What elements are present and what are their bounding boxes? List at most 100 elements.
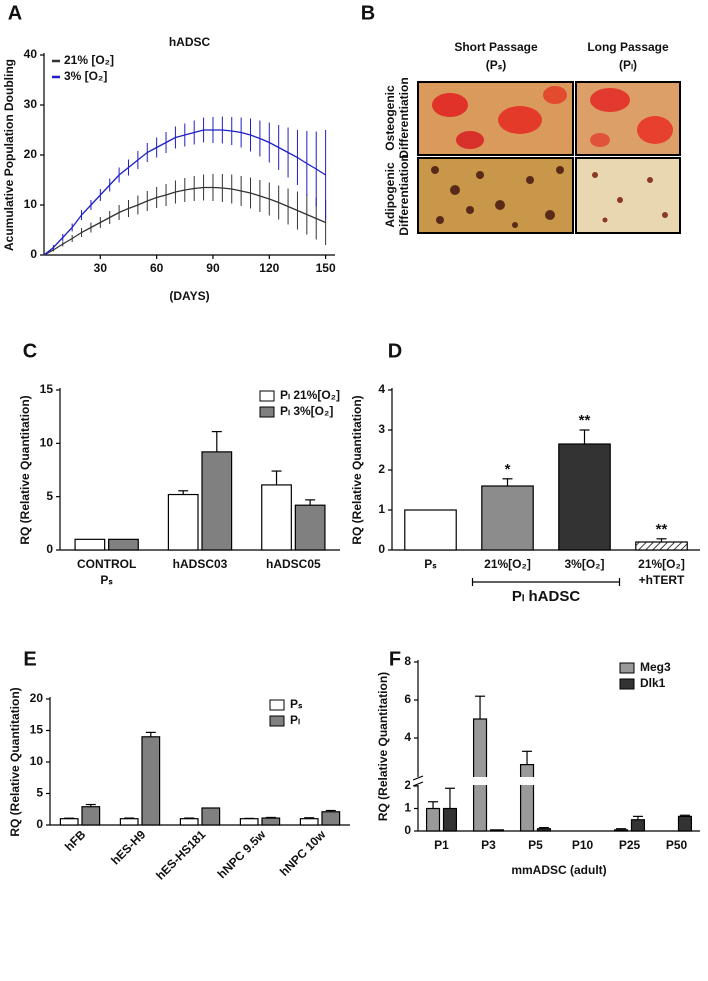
column-label: Long Passage — [587, 40, 669, 54]
y-tick-label: 4 — [378, 382, 385, 396]
bar — [141, 736, 161, 826]
significance-label: ** — [579, 412, 591, 429]
bar — [294, 504, 326, 551]
legend-label: 3% [O₂] — [64, 69, 107, 83]
y-tick-label: 30 — [24, 97, 38, 111]
legend-label: Pₗ — [290, 713, 300, 727]
y-axis-title: Acumulative Population Doubling — [2, 59, 16, 251]
x-tick-label: 120 — [259, 261, 279, 275]
significance-label: * — [505, 461, 511, 478]
bar — [635, 541, 688, 551]
legend-label: Dlk1 — [640, 676, 666, 690]
x-tick-label: hADSC03 — [173, 557, 228, 571]
y-tick-label: 15 — [40, 382, 54, 396]
bar — [536, 828, 552, 832]
group-label: Pₗ hADSC — [512, 588, 580, 605]
y-tick-label: 10 — [40, 436, 54, 450]
x-tick-note: Pₛ — [100, 573, 113, 587]
column-label: (Pₛ) — [486, 58, 506, 72]
x-tick-label: P5 — [528, 838, 543, 852]
x-tick-label: 21%[O₂] — [484, 557, 531, 571]
row-label: Adipogenic — [383, 162, 397, 228]
y-tick-label: 0 — [36, 817, 43, 831]
y-tick-label: 20 — [24, 147, 38, 161]
x-tick-label: 3%[O₂] — [564, 557, 604, 571]
axis-break-mark — [412, 775, 424, 781]
y-axis-title: RQ (Relative Quantitation) — [8, 687, 22, 836]
bar — [630, 819, 646, 832]
x-tick-label: hFB — [62, 827, 89, 854]
x-tick-label: hES-H9 — [108, 827, 148, 867]
y-tick-label: 6 — [404, 692, 411, 706]
legend-label: Pₗ 21%[O₂] — [280, 388, 340, 402]
bar — [167, 493, 199, 551]
x-tick-label: 30 — [94, 261, 108, 275]
panel-label: A — [8, 2, 22, 24]
bar — [201, 451, 233, 551]
legend-swatch — [269, 715, 285, 727]
x-tick-label: 21%[O₂] — [638, 557, 685, 571]
panel-label: C — [23, 340, 37, 362]
bar — [677, 815, 693, 832]
bar — [239, 818, 259, 826]
y-axis-title: RQ (Relative Quantitation) — [376, 672, 390, 821]
y-tick-label: 10 — [30, 754, 44, 768]
y-tick-label: 0 — [404, 823, 411, 837]
bar — [321, 811, 341, 826]
legend-swatch — [619, 678, 635, 690]
column-label: (Pₗ) — [619, 58, 637, 72]
x-tick-label: P1 — [434, 838, 449, 852]
y-tick-label: 1 — [404, 801, 411, 815]
y-tick-label: 8 — [404, 654, 411, 668]
bar — [519, 763, 535, 832]
y-tick-label: 3 — [378, 422, 385, 436]
x-axis-title: mmADSC (adult) — [511, 863, 606, 877]
row-label: Osteogenic — [383, 85, 397, 151]
bar — [489, 829, 505, 832]
chart-title: hADSC — [169, 35, 211, 49]
legend-label: 21% [O₂] — [64, 53, 114, 67]
bar — [59, 818, 79, 826]
x-tick-label: 90 — [206, 261, 220, 275]
bar — [404, 509, 457, 551]
panel-label: B — [361, 2, 375, 24]
bar — [442, 807, 458, 832]
panel-label: D — [388, 340, 402, 362]
y-tick-label: 0 — [46, 542, 53, 556]
x-tick-label: P50 — [666, 838, 688, 852]
y-tick-label: 0 — [30, 247, 37, 261]
panel-label: F — [389, 648, 401, 670]
x-tick-label: P3 — [481, 838, 496, 852]
legend-label: Meg3 — [640, 660, 671, 674]
x-tick-label: hES-HS181 — [153, 827, 208, 882]
y-tick-label: 5 — [46, 489, 53, 503]
x-tick-label: CONTROL — [77, 557, 136, 571]
x-tick-note: +hTERT — [639, 573, 685, 587]
bar — [119, 818, 139, 826]
bar — [425, 807, 441, 832]
x-tick-label: hNPC 9.5w — [215, 827, 269, 881]
x-tick-label: hNPC 10w — [277, 827, 329, 879]
y-tick-label: 2 — [378, 462, 385, 476]
panel-label: E — [23, 648, 36, 670]
column-label: Short Passage — [454, 40, 538, 54]
bar — [558, 443, 611, 551]
bar — [481, 485, 534, 551]
x-tick-label: hADSC05 — [266, 557, 321, 571]
y-tick-label: 10 — [24, 197, 38, 211]
bar — [613, 829, 629, 832]
micrographs — [417, 81, 681, 234]
bar — [299, 818, 319, 826]
x-tick-label: 150 — [316, 261, 336, 275]
x-axis-title: (DAYS) — [169, 289, 209, 303]
x-tick-label: Pₛ — [424, 557, 437, 571]
y-tick-label: 2 — [404, 778, 411, 792]
y-tick-label: 5 — [36, 786, 43, 800]
bar — [261, 817, 281, 826]
y-tick-label: 40 — [24, 47, 38, 61]
legend-label: Pₛ — [290, 697, 303, 711]
y-axis-title: RQ (Relative Quantitation) — [350, 395, 364, 544]
bar — [261, 484, 292, 551]
axis-break-mark — [412, 781, 424, 787]
bar — [108, 538, 139, 551]
